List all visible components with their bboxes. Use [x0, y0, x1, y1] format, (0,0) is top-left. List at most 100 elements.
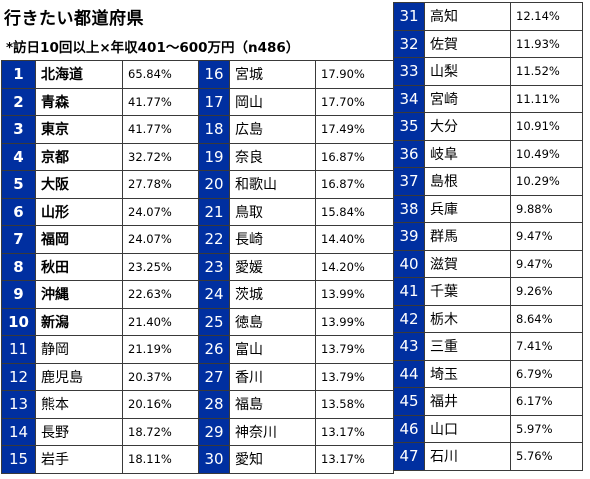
- percentage-value: 17.90%: [315, 60, 394, 89]
- ranking-row: 10 新潟 21.40%: [1, 307, 199, 336]
- percentage-value: 6.17%: [510, 387, 583, 416]
- rank-number: 45: [393, 387, 425, 416]
- percentage-value: 23.25%: [122, 252, 199, 281]
- ranking-row: 8 秋田 23.25%: [1, 252, 199, 281]
- rank-number: 41: [393, 277, 425, 306]
- prefecture-name: 新潟: [35, 307, 123, 336]
- rank-number: 36: [393, 139, 425, 168]
- percentage-value: 11.52%: [510, 57, 583, 86]
- percentage-value: 17.49%: [315, 115, 394, 144]
- percentage-value: 12.14%: [510, 2, 583, 31]
- ranking-row: 34 宮崎 11.11%: [393, 84, 583, 113]
- ranking-row: 20 和歌山 16.87%: [198, 170, 394, 199]
- prefecture-name: 神奈川: [229, 417, 316, 446]
- prefecture-name: 愛知: [229, 445, 316, 474]
- prefecture-name: 高知: [424, 2, 511, 31]
- rank-number: 15: [1, 445, 36, 474]
- prefecture-name: 福井: [424, 387, 511, 416]
- rank-number: 18: [198, 115, 230, 144]
- percentage-value: 9.26%: [510, 277, 583, 306]
- rank-number: 46: [393, 414, 425, 443]
- ranking-row: 36 岐阜 10.49%: [393, 139, 583, 168]
- percentage-value: 18.11%: [122, 445, 199, 474]
- rank-number: 1: [1, 60, 36, 89]
- percentage-value: 24.07%: [122, 225, 199, 254]
- ranking-row: 4 京都 32.72%: [1, 142, 199, 171]
- prefecture-name: 青森: [35, 87, 123, 116]
- prefecture-name: 長野: [35, 417, 123, 446]
- ranking-row: 1 北海道 65.84%: [1, 60, 199, 89]
- ranking-table-1-15: 1 北海道 65.84% 2 青森 41.77% 3 東京 41.77% 4 京都 32.72% 5 大阪…: [1, 60, 199, 474]
- rank-number: 38: [393, 194, 425, 223]
- rank-number: 30: [198, 445, 230, 474]
- percentage-value: 14.20%: [315, 252, 394, 281]
- ranking-row: 14 長野 18.72%: [1, 417, 199, 446]
- prefecture-name: 岩手: [35, 445, 123, 474]
- prefecture-name: 岡山: [229, 87, 316, 116]
- ranking-row: 38 兵庫 9.88%: [393, 194, 583, 223]
- prefecture-name: 和歌山: [229, 170, 316, 199]
- ranking-row: 2 青森 41.77%: [1, 87, 199, 116]
- prefecture-name: 徳島: [229, 307, 316, 336]
- prefecture-name: 鹿児島: [35, 362, 123, 391]
- percentage-value: 16.87%: [315, 142, 394, 171]
- percentage-value: 13.17%: [315, 417, 394, 446]
- prefecture-name: 山口: [424, 414, 511, 443]
- page-title: 行きたい都道府県: [4, 9, 144, 29]
- ranking-row: 13 熊本 20.16%: [1, 390, 199, 419]
- percentage-value: 13.99%: [315, 280, 394, 309]
- percentage-value: 13.79%: [315, 335, 394, 364]
- prefecture-name: 石川: [424, 442, 511, 471]
- rank-number: 11: [1, 335, 36, 364]
- ranking-row: 22 長崎 14.40%: [198, 225, 394, 254]
- rank-number: 20: [198, 170, 230, 199]
- ranking-row: 42 栃木 8.64%: [393, 304, 583, 333]
- prefecture-name: 大阪: [35, 170, 123, 199]
- rank-number: 32: [393, 29, 425, 58]
- percentage-value: 22.63%: [122, 280, 199, 309]
- rank-number: 21: [198, 197, 230, 226]
- prefecture-name: 京都: [35, 142, 123, 171]
- percentage-value: 13.58%: [315, 390, 394, 419]
- rank-number: 8: [1, 252, 36, 281]
- rank-number: 6: [1, 197, 36, 226]
- ranking-row: 31 高知 12.14%: [393, 2, 583, 31]
- ranking-row: 46 山口 5.97%: [393, 414, 583, 443]
- percentage-value: 41.77%: [122, 87, 199, 116]
- rank-number: 34: [393, 84, 425, 113]
- rank-number: 14: [1, 417, 36, 446]
- ranking-row: 24 茨城 13.99%: [198, 280, 394, 309]
- ranking-row: 7 福岡 24.07%: [1, 225, 199, 254]
- prefecture-name: 宮城: [229, 60, 316, 89]
- ranking-row: 25 徳島 13.99%: [198, 307, 394, 336]
- rank-number: 3: [1, 115, 36, 144]
- rank-number: 33: [393, 57, 425, 86]
- rank-number: 26: [198, 335, 230, 364]
- percentage-value: 8.64%: [510, 304, 583, 333]
- ranking-row: 21 鳥取 15.84%: [198, 197, 394, 226]
- percentage-value: 10.91%: [510, 112, 583, 141]
- prefecture-name: 宮崎: [424, 84, 511, 113]
- prefecture-name: 千葉: [424, 277, 511, 306]
- percentage-value: 20.37%: [122, 362, 199, 391]
- ranking-row: 32 佐賀 11.93%: [393, 29, 583, 58]
- prefecture-name: 東京: [35, 115, 123, 144]
- ranking-row: 23 愛媛 14.20%: [198, 252, 394, 281]
- percentage-value: 13.17%: [315, 445, 394, 474]
- percentage-value: 13.99%: [315, 307, 394, 336]
- percentage-value: 9.88%: [510, 194, 583, 223]
- ranking-row: 3 東京 41.77%: [1, 115, 199, 144]
- ranking-row: 27 香川 13.79%: [198, 362, 394, 391]
- percentage-value: 24.07%: [122, 197, 199, 226]
- percentage-value: 11.93%: [510, 29, 583, 58]
- rank-number: 19: [198, 142, 230, 171]
- prefecture-name: 沖縄: [35, 280, 123, 309]
- rank-number: 27: [198, 362, 230, 391]
- prefecture-name: 奈良: [229, 142, 316, 171]
- percentage-value: 27.78%: [122, 170, 199, 199]
- rank-number: 42: [393, 304, 425, 333]
- prefecture-name: 佐賀: [424, 29, 511, 58]
- ranking-row: 41 千葉 9.26%: [393, 277, 583, 306]
- ranking-row: 44 埼玉 6.79%: [393, 359, 583, 388]
- ranking-row: 18 広島 17.49%: [198, 115, 394, 144]
